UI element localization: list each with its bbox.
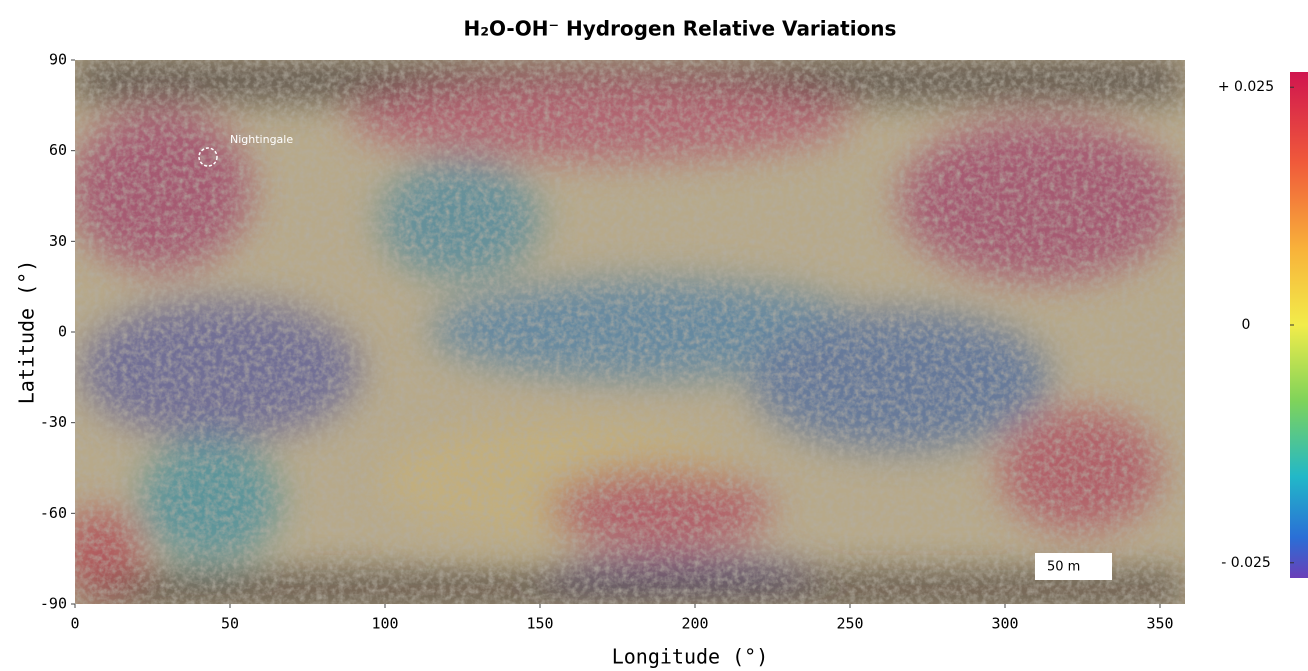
- x-tick-label: 200: [681, 615, 708, 633]
- scale-bar: 50 m: [1047, 560, 1080, 575]
- title: H₂O-OH⁻ Hydrogen Relative Variations: [464, 17, 897, 41]
- annotation: Nightingale: [230, 133, 293, 146]
- y-tick-label: -90: [40, 595, 67, 613]
- x-axis-label: Longitude (°): [612, 645, 769, 669]
- colorbar-tick-label: + 0.025: [1218, 79, 1274, 95]
- y-tick-label: 60: [49, 141, 67, 159]
- y-axis-label: Latitude (°): [15, 260, 39, 405]
- y-tick-label: 0: [58, 323, 67, 341]
- colorbar: [1290, 72, 1308, 578]
- x-tick-label: 150: [526, 615, 553, 633]
- map-image: [75, 60, 1185, 604]
- x-tick-label: 300: [991, 615, 1018, 633]
- x-tick-label: 350: [1146, 615, 1173, 633]
- x-tick-label: 250: [836, 615, 863, 633]
- colorbar-tick-label: 0: [1242, 317, 1251, 333]
- scale-bar-box: [1035, 553, 1112, 580]
- annotation-marker: [198, 147, 218, 167]
- colorbar-tick-label: - 0.025: [1221, 555, 1271, 571]
- x-tick-label: 100: [371, 615, 398, 633]
- x-tick-label: 50: [221, 615, 239, 633]
- y-tick-label: -30: [40, 413, 67, 431]
- y-tick-label: -60: [40, 504, 67, 522]
- x-tick-label: 0: [70, 615, 79, 633]
- y-tick-label: 90: [49, 51, 67, 69]
- y-tick-label: 30: [49, 232, 67, 250]
